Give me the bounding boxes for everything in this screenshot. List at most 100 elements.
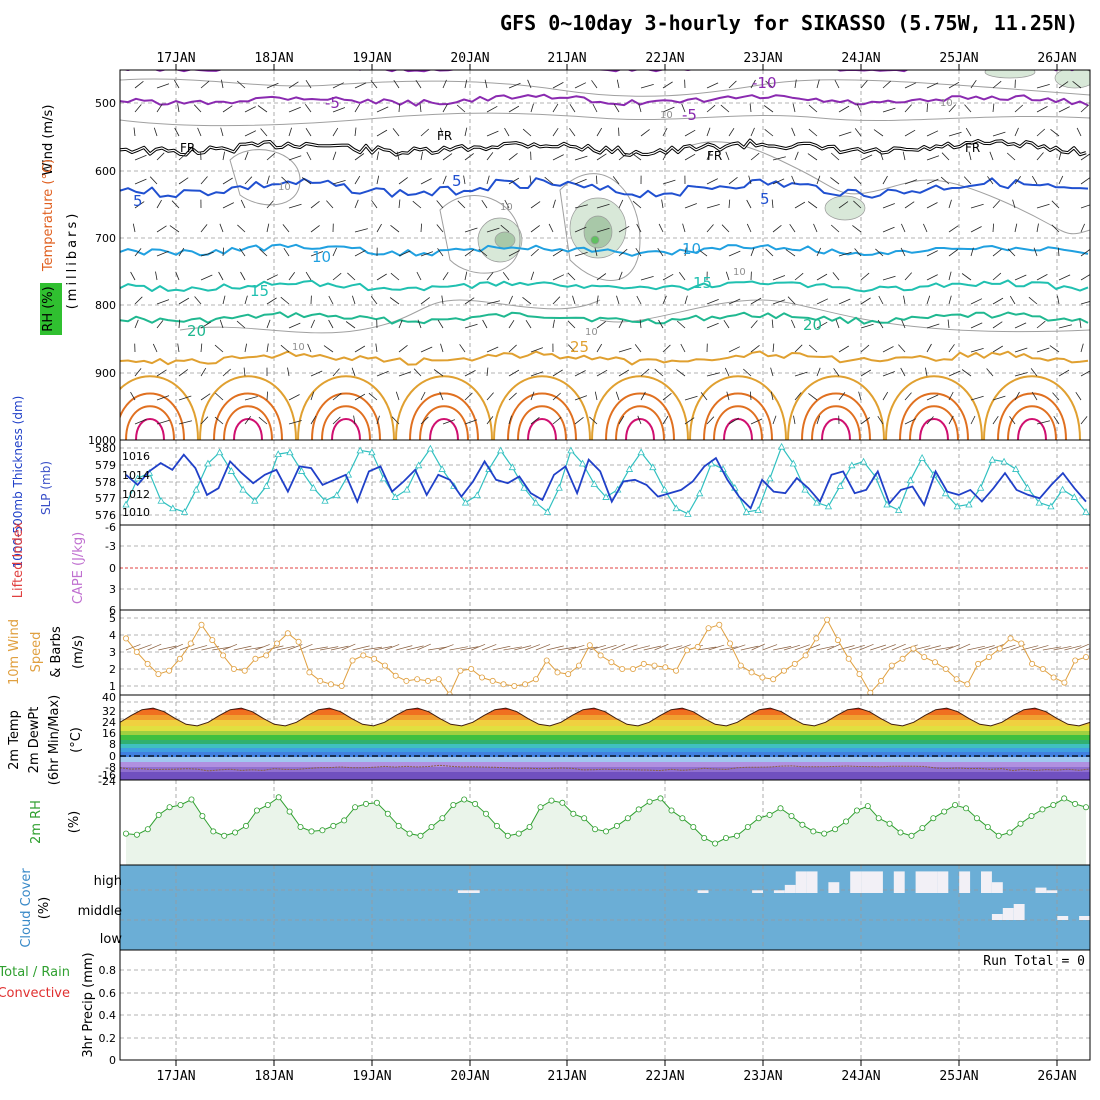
wind-barb [948,81,960,89]
wind-barb [835,319,840,329]
wind10-barb [481,644,497,651]
wind-barb [156,225,167,233]
wind-barb [618,152,628,161]
wind-barb [354,175,361,185]
wind-barb [877,319,884,329]
rh2m-marker [1072,800,1079,807]
wind-barb [310,391,315,401]
wind-barb [464,419,478,425]
wind-barb [552,199,556,209]
rh2m-marker [603,828,610,835]
wind-barb [266,274,278,281]
wind-barb [574,226,587,233]
wind-barb [456,104,466,113]
wind-barb [684,417,695,425]
wind10-marker [716,621,723,628]
temp-band [120,735,1090,740]
date-axes: 17JAN 17JAN 18JAN 18JAN 19JAN 19JAN 20JAN 20JAN… [156,51,1076,1084]
wind-barb [504,199,510,209]
wind-barb [1007,248,1016,257]
wind-barb [728,298,741,305]
y-tick-label: 3 [109,583,116,596]
rh2m-marker [297,824,304,831]
wind10-marker [781,667,788,674]
diurnal-isotherm [615,405,665,440]
wind-barb [706,204,720,209]
ylabel-rh-unit: (%) [67,811,82,834]
wind-barb [968,151,972,161]
wind10-marker [683,647,690,654]
wind-barb [854,248,862,257]
wind-barb [926,343,932,353]
wind-barb [134,104,142,113]
wind-barb [860,417,871,425]
slp-marker [1058,485,1067,493]
ylabel-wind: Wind (m/s) [41,105,56,176]
wind10-barb [255,644,270,651]
wind-barb [882,275,896,281]
wind-barb [900,367,906,377]
rh-label-3: 10 [733,267,746,278]
rh2m-marker [930,815,937,822]
wind-barb [508,319,515,329]
wind-barb [963,176,972,185]
rh2m-marker [559,799,566,806]
wind-barb [1058,81,1069,89]
wind-barb [332,368,340,377]
wind-barb [288,394,300,401]
wind-barb [332,82,344,89]
rh-contour [229,149,301,206]
ylabel-cloud-unit: (%) [37,897,52,920]
rh-shade-blob [494,231,516,249]
wind-barb [552,392,561,401]
wind10-barb [740,645,759,651]
ylabel-barbs: & Barbs [49,626,64,678]
wind-barb [134,178,147,185]
rh2m-marker [166,804,173,811]
rh2m-marker [679,815,686,822]
slp-marker [1035,498,1043,506]
wind-barb [244,343,247,353]
wind-barb [420,128,430,137]
wind-barb [530,248,539,257]
wind-barb [785,249,796,257]
wind-barb [132,223,136,233]
wind-barb [376,129,388,137]
diurnal-isotherm [713,405,763,440]
wind10-marker [791,660,798,667]
diurnal-isotherm [1017,418,1047,440]
wind-barb [948,104,956,113]
wind10-barb [341,643,356,651]
wind-barb [898,344,906,353]
wind-barb [662,81,673,89]
wind-barb [882,80,892,89]
cloud-mid-bar [1013,904,1025,920]
wind10-barb [751,643,765,651]
wind10-barb [136,644,152,651]
rh2m-marker [155,811,162,818]
y-tick-label: 40 [102,691,116,704]
wind10-marker [975,660,982,667]
slp-marker [543,508,552,515]
wind10-barb [460,646,479,651]
date-label-top: 19JAN [352,51,391,66]
wind-barb [486,367,489,377]
wind-barb [442,153,453,161]
wind10-barb [568,644,585,651]
wind-barb [1058,151,1062,161]
wind-barb [464,249,475,257]
wind10-marker [867,689,874,695]
date-label-top: 18JAN [254,51,293,66]
wind-barb [266,200,274,209]
isotherm-line [120,350,1089,366]
wind-barb [244,106,256,113]
wind-barb [992,415,999,425]
slp-marker [625,465,634,472]
wind-barb [244,416,252,425]
wind-barb [351,367,356,377]
wind-barb [574,155,588,161]
wind-barb [728,127,735,137]
wind-barb [376,370,389,377]
wind-barb [750,247,755,257]
wind-barb [903,295,906,305]
